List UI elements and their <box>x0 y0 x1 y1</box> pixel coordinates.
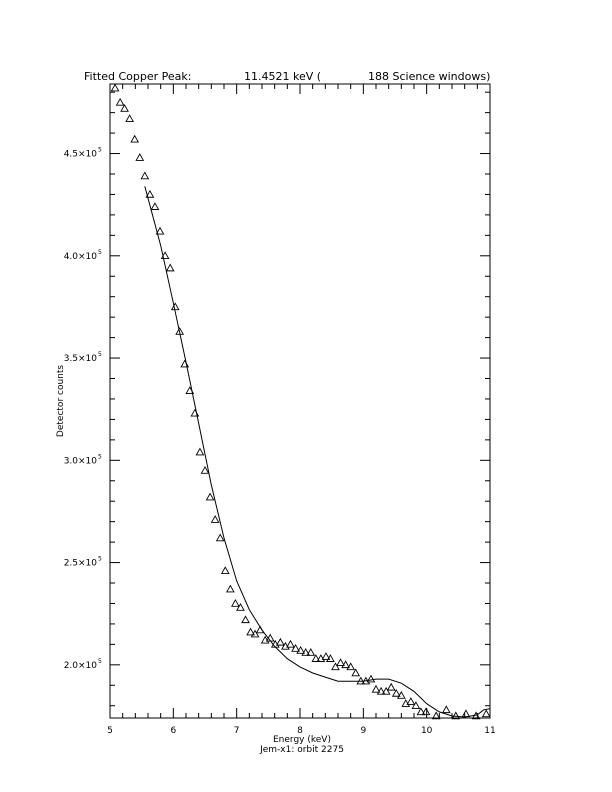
y-tick-label: 3.0×10 <box>64 456 98 466</box>
data-point <box>396 690 406 699</box>
y-tick-exponent: 5 <box>98 351 102 358</box>
data-point <box>341 660 350 669</box>
data-point <box>336 658 345 667</box>
y-tick-exponent: 5 <box>98 453 102 460</box>
y-tick-label: 3.5×10 <box>64 354 98 364</box>
data-point <box>461 709 471 718</box>
y-tick-exponent: 5 <box>98 147 102 154</box>
data-point <box>416 707 426 716</box>
data-point <box>291 643 300 652</box>
data-point <box>406 697 416 705</box>
y-tick-labels: 2.0×10 52.5×10 53.0×10 53.5×10 54.0×10 54.5×1… <box>64 147 102 671</box>
data-point <box>441 705 451 714</box>
data-point <box>130 134 140 143</box>
data-point <box>411 701 421 709</box>
data-point <box>135 153 145 161</box>
data-points <box>110 83 491 720</box>
data-point <box>286 639 295 648</box>
data-point <box>306 648 316 656</box>
x-tick-label: 9 <box>360 726 366 736</box>
data-point <box>381 686 391 695</box>
data-point <box>321 652 331 660</box>
x-tick-label: 8 <box>297 726 303 736</box>
data-point <box>326 654 335 662</box>
data-point <box>386 682 396 691</box>
data-point <box>371 684 381 693</box>
data-point <box>155 226 165 235</box>
data-point <box>200 466 210 474</box>
data-point <box>140 171 150 180</box>
data-point <box>451 711 461 720</box>
data-point <box>311 654 321 662</box>
data-point <box>346 662 356 671</box>
data-point <box>220 566 230 574</box>
data-point <box>246 627 255 636</box>
y-tick-label: 4.5×10 <box>64 150 98 160</box>
y-tick-label: 2.0×10 <box>64 661 98 671</box>
x-axis-label: Energy (keV) <box>273 735 331 745</box>
data-point <box>195 447 205 456</box>
data-point <box>376 686 386 695</box>
x-tick-label: 7 <box>234 726 240 736</box>
data-point <box>236 603 245 611</box>
plot-frame <box>109 83 491 719</box>
x-tick-labels: 5 6 7 8 9 10 11 <box>107 726 496 736</box>
data-point <box>421 707 431 716</box>
chart-title-left: Fitted Copper Peak: <box>84 70 191 83</box>
data-point <box>431 711 441 720</box>
fit-curve-group <box>144 186 491 718</box>
data-point <box>145 189 155 198</box>
y-tick-exponent: 5 <box>98 658 102 665</box>
data-point <box>115 97 125 106</box>
data-point <box>165 263 175 272</box>
x-tick-label: 10 <box>421 726 433 736</box>
y-tick-exponent: 5 <box>98 556 102 563</box>
y-tick-exponent: 5 <box>98 249 102 256</box>
data-point <box>250 629 260 638</box>
data-point <box>125 114 135 123</box>
data-point <box>366 674 376 683</box>
data-point <box>150 202 160 210</box>
data-point <box>210 515 220 523</box>
data-point <box>225 584 235 593</box>
data-point <box>110 83 120 92</box>
data-point <box>351 668 361 677</box>
data-point <box>120 104 129 112</box>
data-point <box>296 645 306 654</box>
data-point <box>241 615 250 624</box>
data-point <box>231 598 240 607</box>
data-point <box>301 648 311 656</box>
data-point <box>215 533 225 542</box>
axis-ticks <box>109 84 491 718</box>
data-point <box>331 662 340 671</box>
y-tick-label: 4.0×10 <box>64 252 98 262</box>
data-point <box>275 637 285 646</box>
y-tick-label: 2.5×10 <box>64 559 98 569</box>
x-tick-label: 6 <box>170 726 176 736</box>
data-point <box>481 709 491 718</box>
data-point <box>391 688 401 697</box>
data-point <box>170 302 180 311</box>
y-axis-label: Detector counts <box>56 365 66 437</box>
chart-subtitle: Jem-x1: orbit 2275 <box>259 745 344 755</box>
fit-curve <box>144 186 491 718</box>
x-tick-label: 5 <box>107 726 113 736</box>
data-point <box>205 492 215 501</box>
chart-title-right: 188 Science windows) <box>368 70 490 83</box>
x-tick-label: 11 <box>484 726 495 736</box>
chart-title-mid: 11.4521 keV ( <box>244 70 321 83</box>
